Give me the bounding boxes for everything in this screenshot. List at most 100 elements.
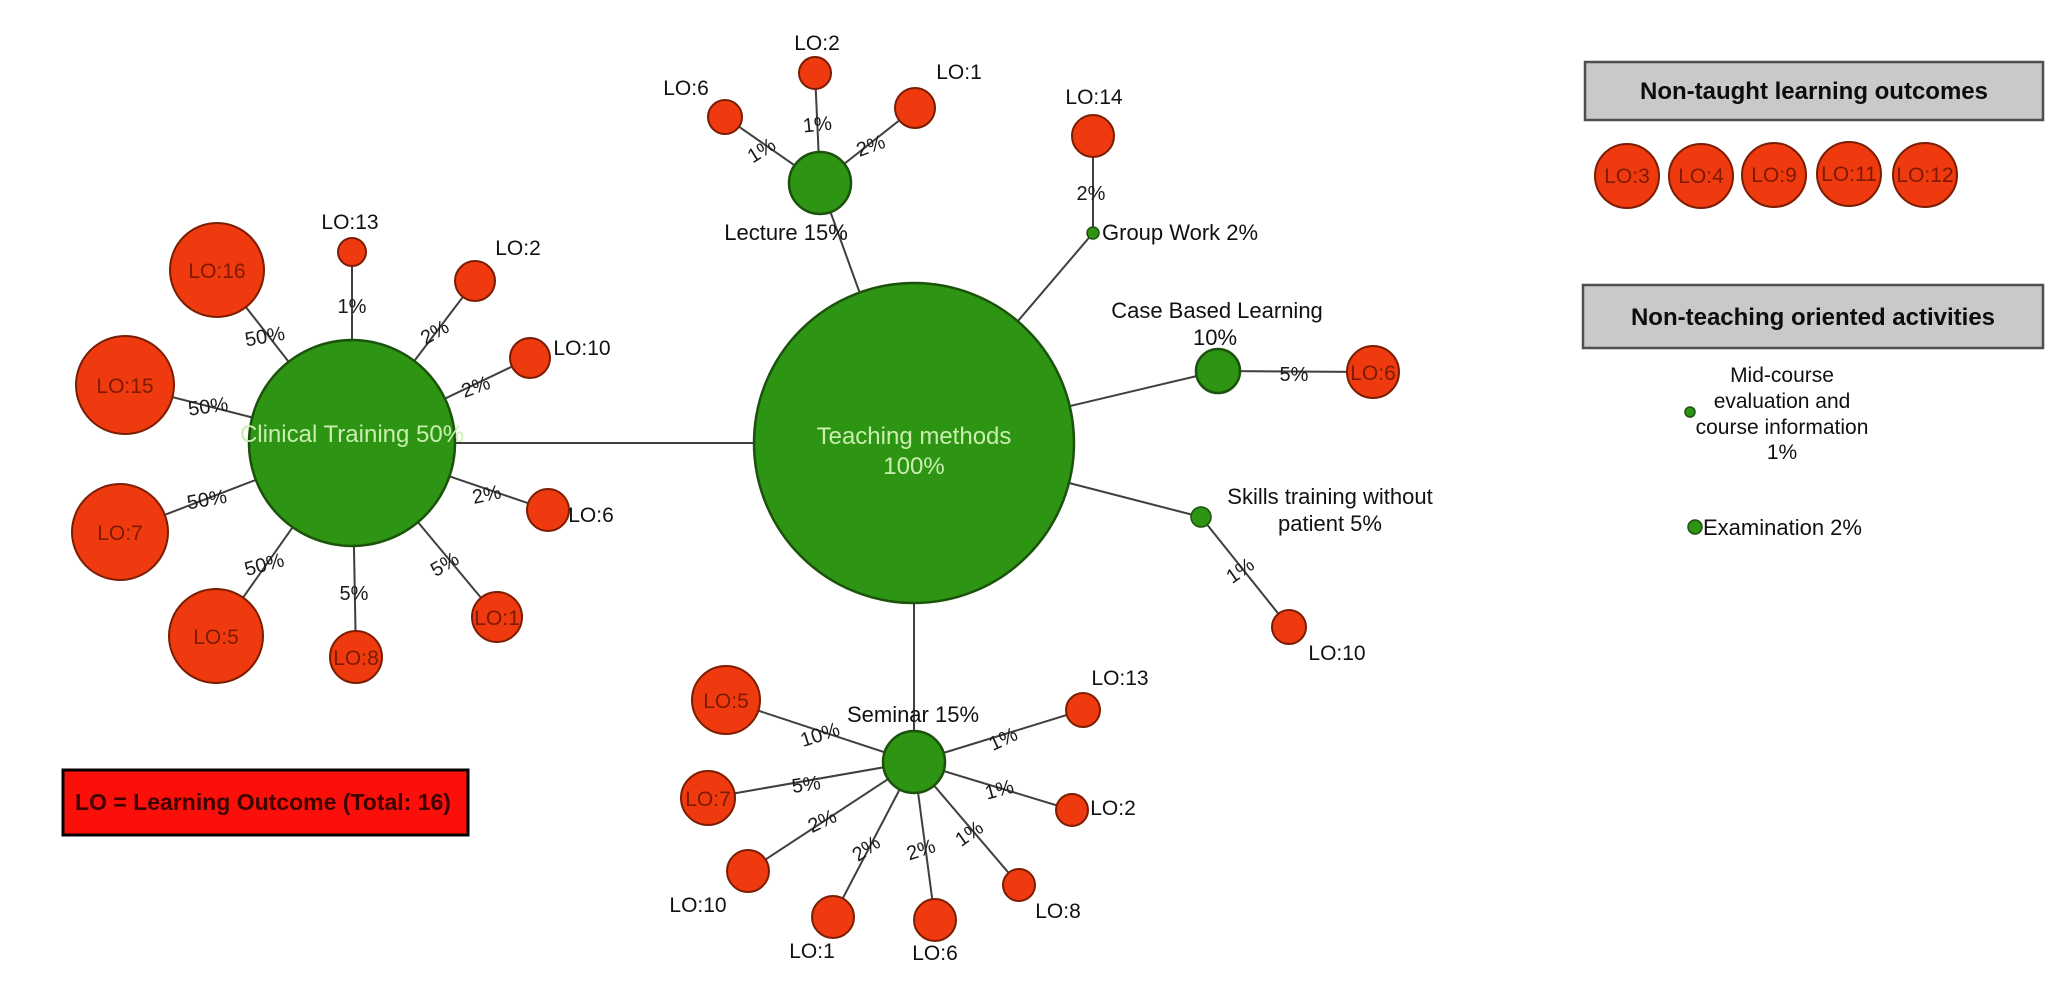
nodes (71, 56, 1400, 942)
clinical-lo6-pct: 2% (470, 481, 503, 509)
non-teaching-panel: Non-teaching oriented activities Mid-cou… (1581, 283, 2045, 540)
node-clinical-lo5 (168, 588, 264, 684)
clinical-lo2-label: LO:2 (495, 237, 541, 260)
node-lecture-lo1 (894, 87, 936, 129)
node-clinical-lo10 (509, 337, 551, 379)
node-seminar-lo1 (811, 895, 855, 939)
non-taught-panel: Non-taught learning outcomes LO:3 LO:4 L… (1583, 60, 2045, 209)
seminar-lo8-label: LO:8 (1035, 900, 1081, 923)
node-skills-lo10 (1271, 609, 1307, 645)
node-lecture-lo2 (798, 56, 832, 90)
non-taught-title: Non-taught learning outcomes (1640, 78, 1988, 105)
clinical-lo13-pct: 1% (338, 296, 367, 318)
lecture-lo2-label: LO:2 (794, 32, 840, 55)
node-seminar-lo7 (680, 770, 736, 826)
lecture-label: Lecture 15% (724, 220, 848, 245)
edge-skills-lo10 (1200, 516, 1290, 628)
clinical-lo13-label: LO:13 (321, 211, 378, 234)
node-group-work (1086, 226, 1100, 240)
node-seminar-lo13 (1065, 692, 1101, 728)
group-work-label: Group Work 2% (1102, 220, 1258, 245)
mid-course-line3: course information (1696, 416, 1869, 439)
node-case-based-learning (1194, 347, 1242, 395)
clinical-lo6-label: LO:6 (568, 504, 614, 527)
seminar-lo10-label: LO:10 (669, 894, 726, 917)
skills-label-line1: Skills training without (1227, 484, 1432, 509)
examination-label: Examination 2% (1703, 515, 1862, 540)
case-based-pct: 10% (1193, 325, 1237, 350)
mid-course-line1: Mid-course (1730, 364, 1834, 387)
groupwork-lo14-label: LO:14 (1065, 86, 1123, 109)
node-casebased-lo6 (1346, 345, 1400, 399)
mid-course-dot (1684, 406, 1696, 418)
seminar-lo2-pct: 1% (983, 776, 1017, 805)
node-seminar-lo6 (913, 898, 957, 942)
seminar-lo6-label: LO:6 (912, 942, 958, 965)
node-nontaught-lo12 (1892, 142, 1958, 208)
skills-lo10-label: LO:10 (1308, 642, 1365, 665)
casebased-lo6-label: LO:6 (1350, 362, 1396, 385)
mid-course-line2: evaluation and (1714, 390, 1851, 413)
node-clinical-lo6 (526, 488, 570, 532)
node-clinical-lo2 (454, 260, 496, 302)
clinical-lo8-pct: 5% (340, 583, 369, 605)
node-clinical-lo8 (329, 630, 383, 684)
seminar-lo13-pct: 1% (986, 723, 1022, 755)
nontaught-lo9-label: LO:9 (1751, 164, 1797, 187)
seminar-lo5-label: LO:5 (703, 690, 749, 713)
node-seminar-lo10 (726, 849, 770, 893)
node-seminar-lo8 (1002, 868, 1036, 902)
node-nontaught-lo4 (1668, 143, 1734, 209)
edge-seminar-lo7 (707, 761, 915, 799)
clinical-lo10-pct: 2% (459, 372, 494, 403)
skills-label-line2: patient 5% (1278, 511, 1382, 536)
non-teaching-header-box (1581, 283, 2045, 350)
clinical-lo5-label: LO:5 (193, 626, 239, 649)
seminar-lo7-pct: 5% (790, 772, 822, 798)
legend-label: LO = Learning Outcome (Total: 16) (75, 789, 451, 815)
clinical-lo1-pct: 5% (427, 548, 463, 582)
labels: Teaching methods 100% Clinical Training … (96, 32, 1432, 965)
clinical-lo15-label: LO:15 (96, 375, 153, 398)
node-groupwork-lo14 (1071, 114, 1115, 158)
node-lecture-lo6 (707, 99, 743, 135)
lecture-lo1-pct: 2% (854, 131, 889, 162)
edge-seminar-lo10 (747, 761, 915, 872)
node-skills-training (1190, 506, 1212, 528)
node-teaching-methods (752, 281, 1076, 605)
node-seminar-lo5 (691, 665, 761, 735)
seminar-label: Seminar 15% (847, 702, 979, 727)
node-lecture (787, 150, 853, 216)
clinical-lo7-label: LO:7 (97, 522, 143, 545)
seminar-lo6-pct: 2% (904, 835, 938, 865)
clinical-lo16-label: LO:16 (188, 260, 245, 283)
node-clinical-lo13 (337, 237, 367, 267)
clinical-lo15-pct: 50% (187, 393, 230, 420)
examination-dot (1687, 519, 1703, 535)
clinical-lo7-pct: 50% (185, 486, 228, 515)
clinical-lo8-label: LO:8 (333, 647, 379, 670)
node-clinical-lo15 (75, 335, 175, 435)
legend-box (61, 768, 470, 837)
teaching-methods-label: Teaching methods (817, 423, 1012, 450)
legend: LO = Learning Outcome (Total: 16) (61, 768, 470, 837)
seminar-lo2-label: LO:2 (1090, 797, 1136, 820)
node-clinical-lo1 (471, 591, 523, 643)
clinical-lo1-label: LO:1 (474, 607, 520, 630)
clinical-lo16-pct: 50% (243, 323, 286, 352)
node-clinical-lo16 (169, 222, 265, 318)
node-seminar (881, 729, 947, 795)
clinical-lo10-label: LO:10 (553, 337, 610, 360)
seminar-lo1-pct: 2% (848, 832, 884, 867)
clinical-lo2-pct: 2% (417, 316, 453, 350)
seminar-lo8-pct: 1% (951, 817, 987, 852)
lecture-lo1-label: LO:1 (936, 61, 982, 84)
nontaught-lo12-label: LO:12 (1896, 164, 1953, 187)
teaching-methods-pct: 100% (883, 453, 944, 480)
clinical-lo5-pct: 50% (242, 549, 287, 581)
node-clinical-lo7 (71, 483, 169, 581)
node-clinical-training (247, 338, 457, 548)
nontaught-lo4-label: LO:4 (1678, 165, 1724, 188)
non-taught-header-box (1583, 60, 2045, 122)
lecture-lo6-label: LO:6 (663, 77, 709, 100)
